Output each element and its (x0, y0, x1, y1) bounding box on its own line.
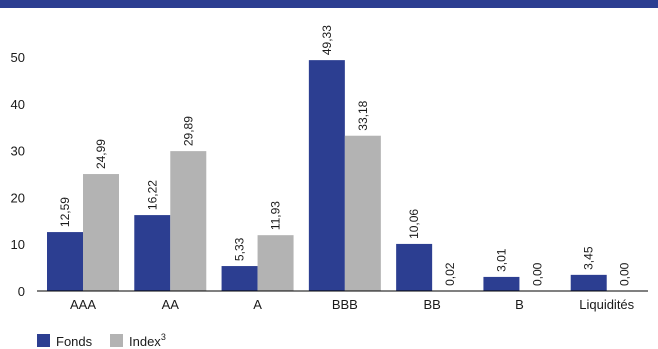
category-label: Liquidités (579, 297, 634, 312)
bar-fonds (483, 276, 520, 291)
value-label: 3,45 (582, 246, 596, 270)
category-labels: AAA AA A BBB BB B Liquidités (70, 297, 635, 312)
y-tick-label: 50 (11, 50, 25, 65)
y-tick-label: 40 (11, 97, 25, 112)
category-label: AA (162, 297, 180, 312)
bar-fonds (396, 243, 433, 291)
bar-index (344, 135, 381, 291)
bar-fonds (221, 266, 258, 291)
category-label: AAA (70, 297, 96, 312)
legend-label-fonds: Fonds (56, 334, 93, 349)
legend-label-index: Index3 (129, 332, 166, 349)
legend-label-index-superscript: 3 (161, 332, 166, 342)
y-tick-label: 20 (11, 190, 25, 205)
bar-fonds (134, 215, 171, 291)
value-label: 33,18 (356, 100, 370, 130)
legend-swatch-fonds (37, 334, 50, 347)
y-tick-label: 10 (11, 237, 25, 252)
value-label: 11,93 (269, 201, 283, 230)
value-label: 29,89 (181, 116, 195, 146)
bar-fonds (308, 60, 345, 291)
value-label: 0,00 (530, 262, 544, 286)
category-label: A (253, 297, 262, 312)
category-label: BB (423, 297, 440, 312)
value-label: 24,99 (94, 139, 108, 169)
bar-index (83, 174, 119, 291)
value-label: 0,02 (443, 262, 457, 286)
bar-fonds (47, 232, 83, 291)
bar-index (257, 235, 294, 291)
value-label: 16,22 (145, 180, 159, 210)
bar-fonds (570, 274, 607, 291)
value-label: 5,33 (233, 237, 247, 261)
category-label: B (515, 297, 524, 312)
value-label: 12,59 (58, 197, 72, 227)
bars-group (47, 60, 607, 291)
value-label: 49,33 (320, 25, 334, 55)
value-label: 10,06 (407, 209, 421, 239)
legend-swatch-index (110, 334, 123, 347)
value-label: 0,00 (618, 262, 632, 286)
legend-label-index-text: Index (129, 334, 161, 349)
legend: Fonds Index3 (37, 332, 166, 349)
y-tick-label: 0 (18, 284, 25, 299)
value-labels: 12,59 24,99 16,22 29,89 5,33 11,93 49,33 33,18 1… (58, 25, 632, 286)
category-label: BBB (332, 297, 358, 312)
value-label: 3,01 (494, 248, 508, 272)
header-band (0, 0, 658, 8)
bar-index (170, 151, 207, 291)
y-tick-label: 30 (11, 144, 25, 159)
y-axis-ticks: 0 10 20 30 40 50 (11, 50, 25, 299)
